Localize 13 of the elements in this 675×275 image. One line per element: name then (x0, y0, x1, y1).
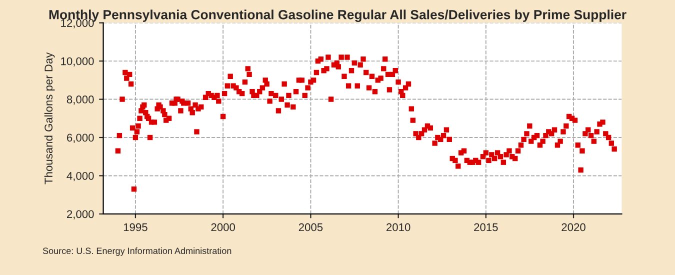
x-tick-label: 2000 (211, 223, 235, 232)
y-tick-label: 4,000 (66, 172, 94, 182)
x-tick-label: 2015 (474, 223, 498, 232)
y-tick-label: 10,000 (61, 57, 94, 66)
y-tick-label: 8,000 (66, 96, 94, 105)
x-tick-label: 2010 (386, 223, 410, 232)
x-tick-label: 2005 (298, 223, 323, 232)
source-note: Source: U.S. Energy Information Administration (42, 247, 232, 256)
x-tick-label: 2020 (562, 223, 586, 232)
y-tick-label: 6,000 (67, 134, 94, 143)
x-tick-label: 1995 (124, 223, 148, 232)
y-tick-label: 2,000 (67, 210, 94, 220)
y-axis-title: Thousand Gallons per Day (44, 52, 55, 184)
